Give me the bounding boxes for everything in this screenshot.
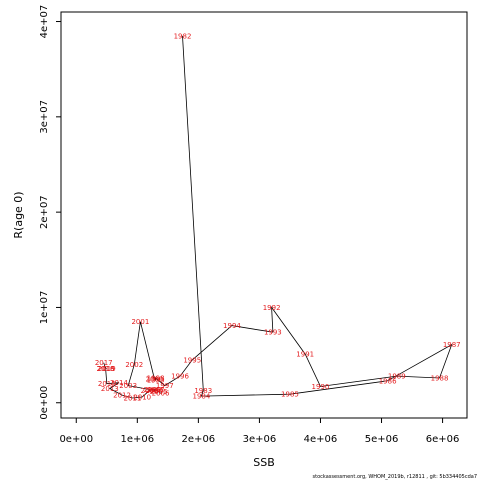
point-label: 1984 — [193, 393, 211, 401]
point-label: 2004 — [145, 387, 163, 395]
point-label: 1999 — [147, 376, 165, 384]
y-tick-label: 0e+00 — [39, 386, 50, 420]
series-line — [103, 35, 453, 399]
y-tick-label: 3e+07 — [39, 100, 50, 134]
point-label: 1993 — [264, 329, 282, 337]
x-tick-label: 5e+06 — [365, 434, 399, 445]
point-label: 1982 — [174, 32, 192, 40]
y-axis-label: R(age 0) — [12, 191, 25, 238]
x-tick-label: 3e+06 — [243, 434, 277, 445]
point-label: 2002 — [125, 361, 143, 369]
point-label: 2013 — [101, 385, 119, 393]
point-label: 2008 — [144, 386, 162, 394]
y-axis: 0e+00 1e+07 2e+07 3e+07 4e+07 — [39, 5, 61, 420]
point-label: 1998 — [147, 374, 165, 382]
point-label: 2001 — [131, 318, 149, 326]
point-label: 2017 — [95, 359, 113, 367]
point-label: 2006 — [152, 390, 170, 398]
x-tick-label: 1e+06 — [121, 434, 155, 445]
point-label: 1992 — [263, 304, 281, 312]
x-axis: 0e+00 1e+06 2e+06 3e+06 4e+06 5e+06 6e+06 — [59, 418, 459, 445]
point-label: 2003 — [119, 382, 137, 390]
point-label: 1986 — [379, 377, 397, 385]
plot-frame — [60, 11, 468, 419]
x-tick-label: 4e+06 — [304, 434, 338, 445]
point-label: 1983 — [194, 387, 212, 395]
point-label: 2019 — [98, 365, 116, 373]
point-label: 1994 — [223, 322, 241, 330]
x-tick-label: 0e+00 — [59, 434, 93, 445]
x-axis-label: SSB — [253, 456, 275, 469]
y-tick-label: 2e+07 — [39, 195, 50, 229]
point-label: 2009 — [141, 387, 159, 395]
point-label: 2005 — [150, 388, 168, 396]
point-label: 1991 — [296, 351, 314, 359]
point-label: 1995 — [183, 356, 201, 364]
x-tick-label: 2e+06 — [182, 434, 216, 445]
point-label: 1989 — [388, 373, 406, 381]
point-label: 1988 — [431, 374, 449, 382]
point-label: 1985 — [281, 391, 299, 399]
point-label: 2016 — [97, 365, 115, 373]
point-label: 2007 — [147, 386, 165, 394]
point-label: 2011 — [124, 394, 142, 402]
point-label: 2015 — [98, 380, 116, 388]
point-label: 1997 — [156, 382, 174, 390]
point-label: 2014 — [110, 379, 128, 387]
point-label: 1996 — [171, 373, 189, 381]
x-tick-label: 6e+06 — [426, 434, 460, 445]
point-label: 2000 — [145, 375, 163, 383]
point-label: 1987 — [443, 341, 461, 349]
y-tick-label: 1e+07 — [39, 291, 50, 325]
point-label: 2018 — [97, 365, 115, 373]
footer-note: stockassessment.org, WHOM_2019b, r12811 … — [312, 474, 477, 480]
point-label: 2010 — [133, 394, 151, 402]
y-tick-label: 4e+07 — [39, 5, 50, 39]
point-label: 2012 — [113, 392, 131, 400]
point-label: 1990 — [312, 383, 330, 391]
